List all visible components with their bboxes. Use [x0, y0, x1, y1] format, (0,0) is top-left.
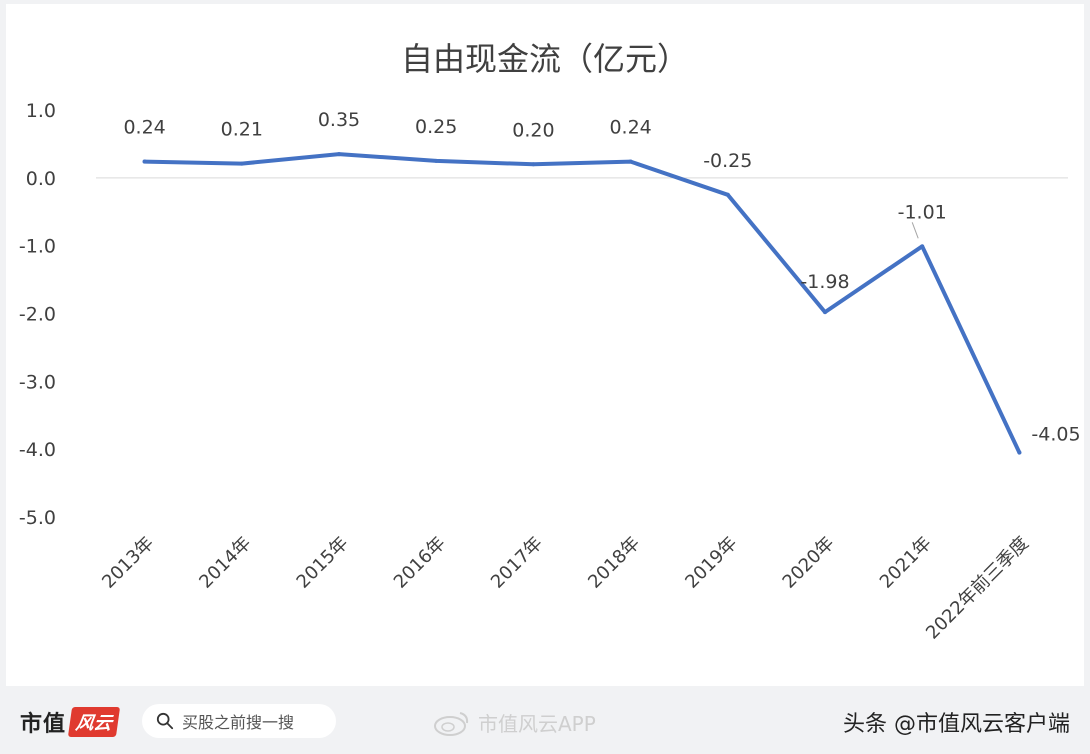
y-tick-label: -4.0: [19, 439, 56, 461]
app-watermark: 市值风云APP: [432, 708, 596, 737]
x-tick-label: 2015年: [293, 533, 353, 593]
data-point: [337, 152, 341, 157]
chart-frame: 自由现金流（亿元） 1.0 0.0 -1.0 -2.0 -3.0 -4.0 -5.0 0.24 0…: [6, 4, 1084, 686]
y-tick-label: -1.0: [19, 236, 56, 258]
app-watermark-text: 市值风云APP: [478, 712, 596, 736]
data-label: 0.20: [512, 119, 554, 141]
search-icon: [156, 712, 174, 730]
x-tick-label: 2020年: [779, 533, 839, 593]
attribution-text: 头条 @市值风云客户端: [843, 712, 1070, 737]
y-tick-label: -5.0: [19, 507, 56, 529]
x-tick-label: 2018年: [584, 533, 644, 593]
label-leader-line: [911, 222, 919, 239]
search-placeholder: 买股之前搜一搜: [182, 713, 295, 732]
x-tick-label: 2013年: [98, 533, 158, 593]
x-tick-label: 2014年: [195, 533, 255, 593]
line-chart: 自由现金流（亿元） 1.0 0.0 -1.0 -2.0 -3.0 -4.0 -5.0 0.24 0…: [19, 40, 1081, 644]
weibo-icon: [434, 711, 469, 736]
x-tick-label: 2021年: [876, 533, 936, 593]
data-label: -4.05: [1031, 424, 1080, 446]
data-label: -0.25: [703, 150, 752, 172]
data-point: [239, 161, 244, 166]
chart-title: 自由现金流（亿元）: [401, 40, 689, 78]
data-label: 0.24: [609, 117, 651, 139]
data-label: 0.25: [415, 116, 457, 138]
data-point: [531, 162, 536, 167]
y-tick-label: 0.0: [26, 168, 56, 190]
series-line: [142, 152, 1022, 455]
data-point: [434, 158, 439, 163]
search-box[interactable]: 买股之前搜一搜: [142, 704, 336, 738]
brand-name: 市值: [20, 712, 67, 737]
y-tick-label: -2.0: [19, 304, 56, 326]
data-point: [823, 310, 827, 315]
data-point: [628, 159, 633, 164]
x-tick-label: 2016年: [390, 533, 450, 593]
brand-mark: 风云: [67, 707, 121, 737]
data-point: [142, 159, 147, 164]
brand-logo[interactable]: 市值 风云: [20, 706, 121, 738]
x-tick-label: 2017年: [487, 533, 547, 593]
data-label: 0.35: [318, 109, 360, 131]
data-point: [725, 192, 730, 197]
y-tick-label: 1.0: [26, 100, 56, 122]
data-label: 0.21: [221, 119, 263, 141]
data-point: [920, 244, 925, 249]
data-label: -1.98: [800, 271, 849, 293]
data-point: [1017, 450, 1022, 455]
x-tick-label: 2019年: [681, 533, 741, 593]
data-label: -1.01: [898, 201, 947, 223]
y-tick-label: -3.0: [19, 371, 56, 393]
footer-bar: 市值 风云 买股之前搜一搜 市值风云APP 头条 @市值风云客户端: [0, 690, 1090, 754]
x-tick-label: 2022年前三季度: [922, 533, 1033, 644]
data-label: 0.24: [123, 117, 165, 139]
